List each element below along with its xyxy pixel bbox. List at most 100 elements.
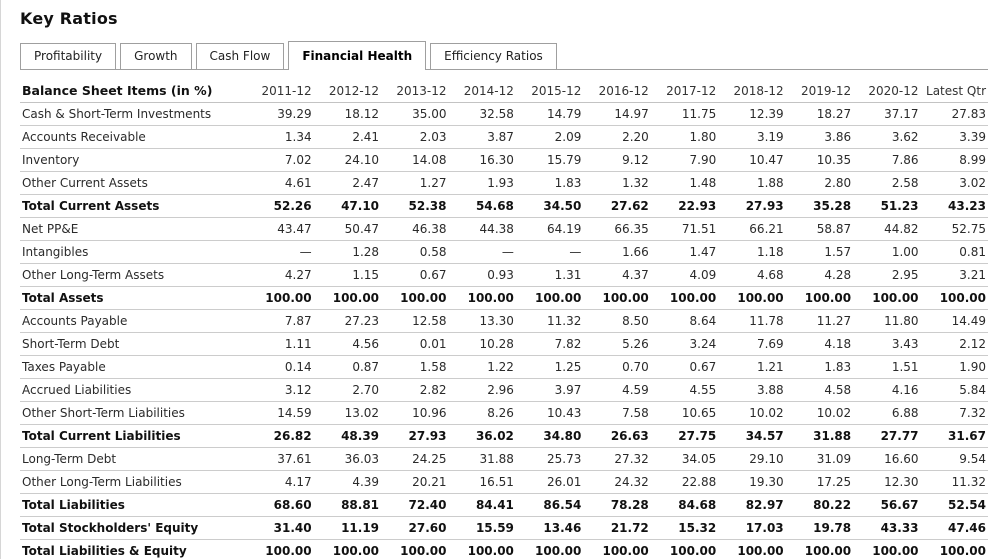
cell-value: 27.77 xyxy=(853,424,921,448)
cell-value: 4.56 xyxy=(313,332,382,356)
table-header-row: Balance Sheet Items (in %) 2011-12 2012-1… xyxy=(20,79,988,103)
cell-value: 35.28 xyxy=(785,194,854,218)
cell-value: 27.32 xyxy=(583,447,651,471)
cell-value: 100.00 xyxy=(381,286,449,310)
tab-financial-health[interactable]: Financial Health xyxy=(288,41,427,70)
cell-value: 17.03 xyxy=(718,516,786,540)
tab-growth[interactable]: Growth xyxy=(120,43,192,69)
cell-value: 3.24 xyxy=(650,332,719,356)
cell-value: 37.17 xyxy=(853,102,921,126)
column-header: 2017-12 xyxy=(650,79,719,103)
cell-value: 2.58 xyxy=(853,171,921,195)
cell-value: 1.18 xyxy=(718,240,786,264)
cell-value: 6.88 xyxy=(853,401,921,425)
cell-value: 1.47 xyxy=(650,240,719,264)
cell-value: 7.82 xyxy=(515,332,584,356)
cell-value: 22.88 xyxy=(650,470,719,494)
cell-value: 31.40 xyxy=(246,516,314,540)
cell-value: 34.80 xyxy=(515,424,584,448)
cell-value: 19.30 xyxy=(718,470,786,494)
table-row: Total Stockholders' Equity 31.40 11.19 27.6… xyxy=(20,516,988,540)
cell-value: 3.87 xyxy=(448,125,516,149)
cell-value: 1.93 xyxy=(448,171,516,195)
row-label: Inventory xyxy=(20,148,247,172)
cell-value: 80.22 xyxy=(785,493,854,517)
row-label: Other Current Assets xyxy=(20,171,247,195)
cell-value: 84.41 xyxy=(448,493,516,517)
cell-value: 10.02 xyxy=(718,401,786,425)
table-row: Accounts Receivable 1.34 2.41 2.03 3.87 2.09 2… xyxy=(20,125,988,149)
cell-value: 36.03 xyxy=(313,447,382,471)
row-label: Other Long-Term Liabilities xyxy=(20,470,247,494)
cell-value: 36.02 xyxy=(448,424,516,448)
cell-value: 11.75 xyxy=(650,102,719,126)
cell-value: 7.86 xyxy=(853,148,921,172)
cell-value: 100.00 xyxy=(785,286,854,310)
table-row: Other Current Assets 4.61 2.47 1.27 1.93 1.83… xyxy=(20,171,988,195)
column-header: 2016-12 xyxy=(583,79,651,103)
cell-value: 37.61 xyxy=(246,447,314,471)
row-label: Intangibles xyxy=(20,240,247,264)
tab-cash-flow[interactable]: Cash Flow xyxy=(195,43,285,69)
cell-value: 14.49 xyxy=(920,309,988,333)
cell-value: 52.26 xyxy=(246,194,314,218)
cell-value: 27.93 xyxy=(381,424,449,448)
cell-value: 2.12 xyxy=(920,332,988,356)
table-row: Other Long-Term Liabilities 4.17 4.39 20.21… xyxy=(20,470,988,494)
cell-value: 26.82 xyxy=(246,424,314,448)
cell-value: 4.59 xyxy=(583,378,651,402)
cell-value: 52.75 xyxy=(920,217,988,241)
cell-value: 1.34 xyxy=(246,125,314,149)
cell-value: 14.59 xyxy=(246,401,314,425)
cell-value: 1.66 xyxy=(583,240,651,264)
cell-value: 18.12 xyxy=(313,102,382,126)
cell-value: 8.26 xyxy=(448,401,516,425)
cell-value: 4.28 xyxy=(785,263,854,287)
cell-value: 2.09 xyxy=(515,125,584,149)
cell-value: 100.00 xyxy=(920,539,988,559)
cell-value: 20.21 xyxy=(381,470,449,494)
column-header: 2014-12 xyxy=(448,79,516,103)
cell-value: 100.00 xyxy=(920,286,988,310)
cell-value: 4.16 xyxy=(853,378,921,402)
balance-sheet-table: Balance Sheet Items (in %) 2011-12 2012-1… xyxy=(20,79,988,559)
cell-value: 100.00 xyxy=(785,539,854,559)
cell-value: 10.96 xyxy=(381,401,449,425)
row-label: Total Liabilities & Equity xyxy=(20,539,247,559)
cell-value: 8.50 xyxy=(583,309,651,333)
table-row: Inventory 7.02 24.10 14.08 16.30 15.79 9.12 7.9… xyxy=(20,148,988,172)
row-label: Other Long-Term Assets xyxy=(20,263,247,287)
cell-value: 4.17 xyxy=(246,470,314,494)
tab-profitability[interactable]: Profitability xyxy=(20,43,117,69)
table-row: Total Current Liabilities 26.82 48.39 27.93… xyxy=(20,424,988,448)
cell-value: 3.62 xyxy=(853,125,921,149)
cell-value: 54.68 xyxy=(448,194,516,218)
cell-value: 100.00 xyxy=(718,286,786,310)
cell-value: 10.28 xyxy=(448,332,516,356)
cell-value: 84.68 xyxy=(650,493,719,517)
cell-value: 8.99 xyxy=(920,148,988,172)
tab-efficiency-ratios[interactable]: Efficiency Ratios xyxy=(430,43,557,69)
cell-value: 35.00 xyxy=(381,102,449,126)
table-row: Other Long-Term Assets 4.27 1.15 0.67 0.93 1.… xyxy=(20,263,988,287)
cell-value: 1.25 xyxy=(515,355,584,379)
cell-value: 0.14 xyxy=(246,355,314,379)
page-title: Key Ratios xyxy=(20,9,118,28)
cell-value: 11.32 xyxy=(920,470,988,494)
cell-value: 0.81 xyxy=(920,240,988,264)
cell-value: 3.12 xyxy=(246,378,314,402)
cell-value: 2.03 xyxy=(381,125,449,149)
cell-value: 100.00 xyxy=(381,539,449,559)
cell-value: 10.02 xyxy=(785,401,854,425)
cell-value: 7.58 xyxy=(583,401,651,425)
cell-value: 4.37 xyxy=(583,263,651,287)
cell-value: 10.35 xyxy=(785,148,854,172)
cell-value: 100.00 xyxy=(853,286,921,310)
cell-value: 2.95 xyxy=(853,263,921,287)
cell-value: 1.58 xyxy=(381,355,449,379)
cell-value: 12.39 xyxy=(718,102,786,126)
cell-value: 8.64 xyxy=(650,309,719,333)
cell-value: 1.27 xyxy=(381,171,449,195)
table-row: Accrued Liabilities 3.12 2.70 2.82 2.96 3.97 4… xyxy=(20,378,988,402)
column-header: 2019-12 xyxy=(785,79,854,103)
